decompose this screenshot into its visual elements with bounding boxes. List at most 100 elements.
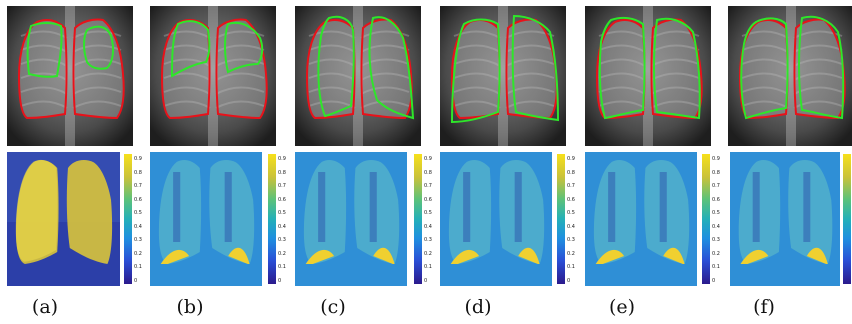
colorbar-tick-label: 0.4: [134, 223, 142, 230]
heatmap-lung-left: [738, 160, 781, 264]
heatmap-lung-left: [158, 160, 202, 264]
heatmap-svg: [730, 152, 840, 286]
chest-xray-image: [295, 6, 421, 146]
colorbar: [557, 154, 565, 284]
colorbar-tick-label: 0.8: [278, 169, 286, 176]
prediction-contour-left: [598, 16, 646, 120]
panel-caption: (c): [320, 296, 346, 318]
heatmap-lung-right: [66, 160, 113, 264]
colorbar-tick-label: 0.8: [567, 169, 575, 176]
colorbar-tick-label: 0: [278, 277, 282, 284]
prediction-contour-right: [83, 25, 115, 70]
colorbar-tick-label: 0.4: [424, 223, 432, 230]
heatmap-svg: [440, 152, 552, 286]
xray-svg: [585, 6, 711, 146]
colorbar-tick-label: 0.3: [424, 237, 432, 243]
heatmap-lung-left: [303, 160, 347, 264]
ground-truth-contour-right: [650, 18, 703, 120]
xray-svg: [440, 6, 566, 146]
colorbar-tick-label: 0.3: [134, 237, 142, 243]
heatmap-svg: [585, 152, 697, 286]
colorbar-tick-label: 0.4: [567, 223, 575, 230]
xray-svg: [295, 6, 421, 146]
colorbar: [702, 154, 710, 284]
xray-svg: [728, 6, 852, 146]
prediction-contour-right: [224, 22, 264, 74]
colorbar-tick-label: 0.5: [424, 210, 432, 216]
heatmap-lung-right: [644, 160, 690, 264]
colorbar-tick-label: 0.6: [712, 196, 720, 203]
prediction-contour-left: [740, 17, 789, 120]
colorbar-tick-label: 0.5: [278, 210, 286, 216]
colorbar-ticks: 0.9 0.8 0.7 0.6 0.5 0.4 0.3 0.2 0.1 0: [134, 154, 148, 284]
colorbar-ticks: 0.9 0.8 0.7 0.6 0.5 0.4 0.3 0.2 0.1 0: [424, 154, 438, 284]
colorbar: [414, 154, 422, 284]
uncertainty-heatmap: [295, 152, 407, 286]
prediction-contour-right: [511, 14, 560, 122]
ground-truth-contour-left: [595, 19, 646, 120]
colorbar-tick-label: 0.7: [424, 183, 432, 189]
colorbar-ticks: 0.9 0.8 0.7 0.6 0.5 0.4 0.3 0.2 0.1 0: [278, 154, 292, 284]
prediction-contour-left: [450, 18, 501, 124]
colorbar-tick-label: 0.9: [278, 156, 286, 162]
colorbar-tick-label: 0.7: [567, 183, 575, 189]
colorbar-tick-label: 0.3: [712, 237, 720, 243]
colorbar-tick-label: 0.1: [712, 264, 720, 270]
ground-truth-contour-left: [17, 19, 68, 120]
colorbar-tick-label: 0.9: [712, 156, 720, 162]
colorbar-tick-label: 0.5: [134, 210, 142, 216]
colorbar-tick-label: 0.8: [134, 169, 142, 176]
colorbar-tick-label: 0.8: [424, 169, 432, 176]
panel-caption: (f): [753, 296, 775, 318]
colorbar-tick-label: 0.6: [134, 196, 142, 203]
colorbar-tick-label: 0: [424, 277, 428, 284]
heatmap-svg: [7, 152, 120, 286]
heatmap-lung-left: [448, 160, 492, 264]
prediction-contour-right: [653, 17, 701, 120]
heatmap-svg: [295, 152, 407, 286]
heatmap-lung-right: [788, 160, 833, 264]
ground-truth-contour-right: [215, 18, 268, 120]
colorbar-ticks: 0.9 0.8 0.7 0.6 0.5 0.4 0.3 0.2 0.1 0: [712, 154, 726, 284]
colorbar-tick-label: 0.6: [424, 196, 432, 203]
colorbar-tick-label: 0.2: [424, 250, 432, 257]
chest-xray-image: [7, 6, 133, 146]
uncertainty-heatmap: [7, 152, 120, 286]
colorbar: [268, 154, 276, 284]
colorbar-tick-label: 0.4: [712, 223, 720, 230]
prediction-contour-left: [317, 15, 355, 118]
colorbar-tick-label: 0.7: [278, 183, 286, 189]
colorbar-tick-label: 0: [134, 277, 138, 284]
panel-caption: (e): [608, 296, 636, 318]
uncertainty-heatmap: [440, 152, 552, 286]
colorbar: [124, 154, 132, 284]
xray-svg: [7, 6, 133, 146]
panel-caption: (b): [176, 296, 204, 318]
colorbar-tick-label: 0.1: [567, 264, 575, 270]
colorbar-tick-label: 0.3: [567, 237, 575, 243]
uncertainty-heatmap: [150, 152, 262, 286]
colorbar-tick-label: 0.3: [278, 237, 286, 243]
chest-xray-image: [728, 6, 852, 146]
colorbar-tick-label: 0.9: [424, 156, 432, 162]
colorbar-tick-label: 0.7: [134, 183, 142, 189]
ground-truth-contour-right: [72, 18, 125, 120]
prediction-contour-left: [170, 20, 211, 78]
colorbar-tick-label: 0.5: [712, 210, 720, 216]
colorbar-tick-label: 0: [712, 277, 716, 284]
heatmap-lung-left: [593, 160, 637, 264]
prediction-contour-left: [26, 22, 63, 78]
colorbar-tick-label: 0.1: [134, 264, 142, 270]
prediction-contour-right: [798, 15, 845, 120]
colorbar-tick-label: 0.9: [567, 156, 575, 162]
uncertainty-heatmap: [585, 152, 697, 286]
colorbar: [843, 154, 851, 284]
xray-svg: [150, 6, 276, 146]
colorbar-tick-label: 0.6: [278, 196, 286, 203]
panel-caption: (d): [464, 296, 492, 318]
chest-xray-image: [585, 6, 711, 146]
heatmap-svg: [150, 152, 262, 286]
colorbar-tick-label: 0.7: [712, 183, 720, 189]
colorbar-tick-label: 0: [567, 277, 571, 284]
colorbar-tick-label: 0.2: [567, 250, 575, 257]
